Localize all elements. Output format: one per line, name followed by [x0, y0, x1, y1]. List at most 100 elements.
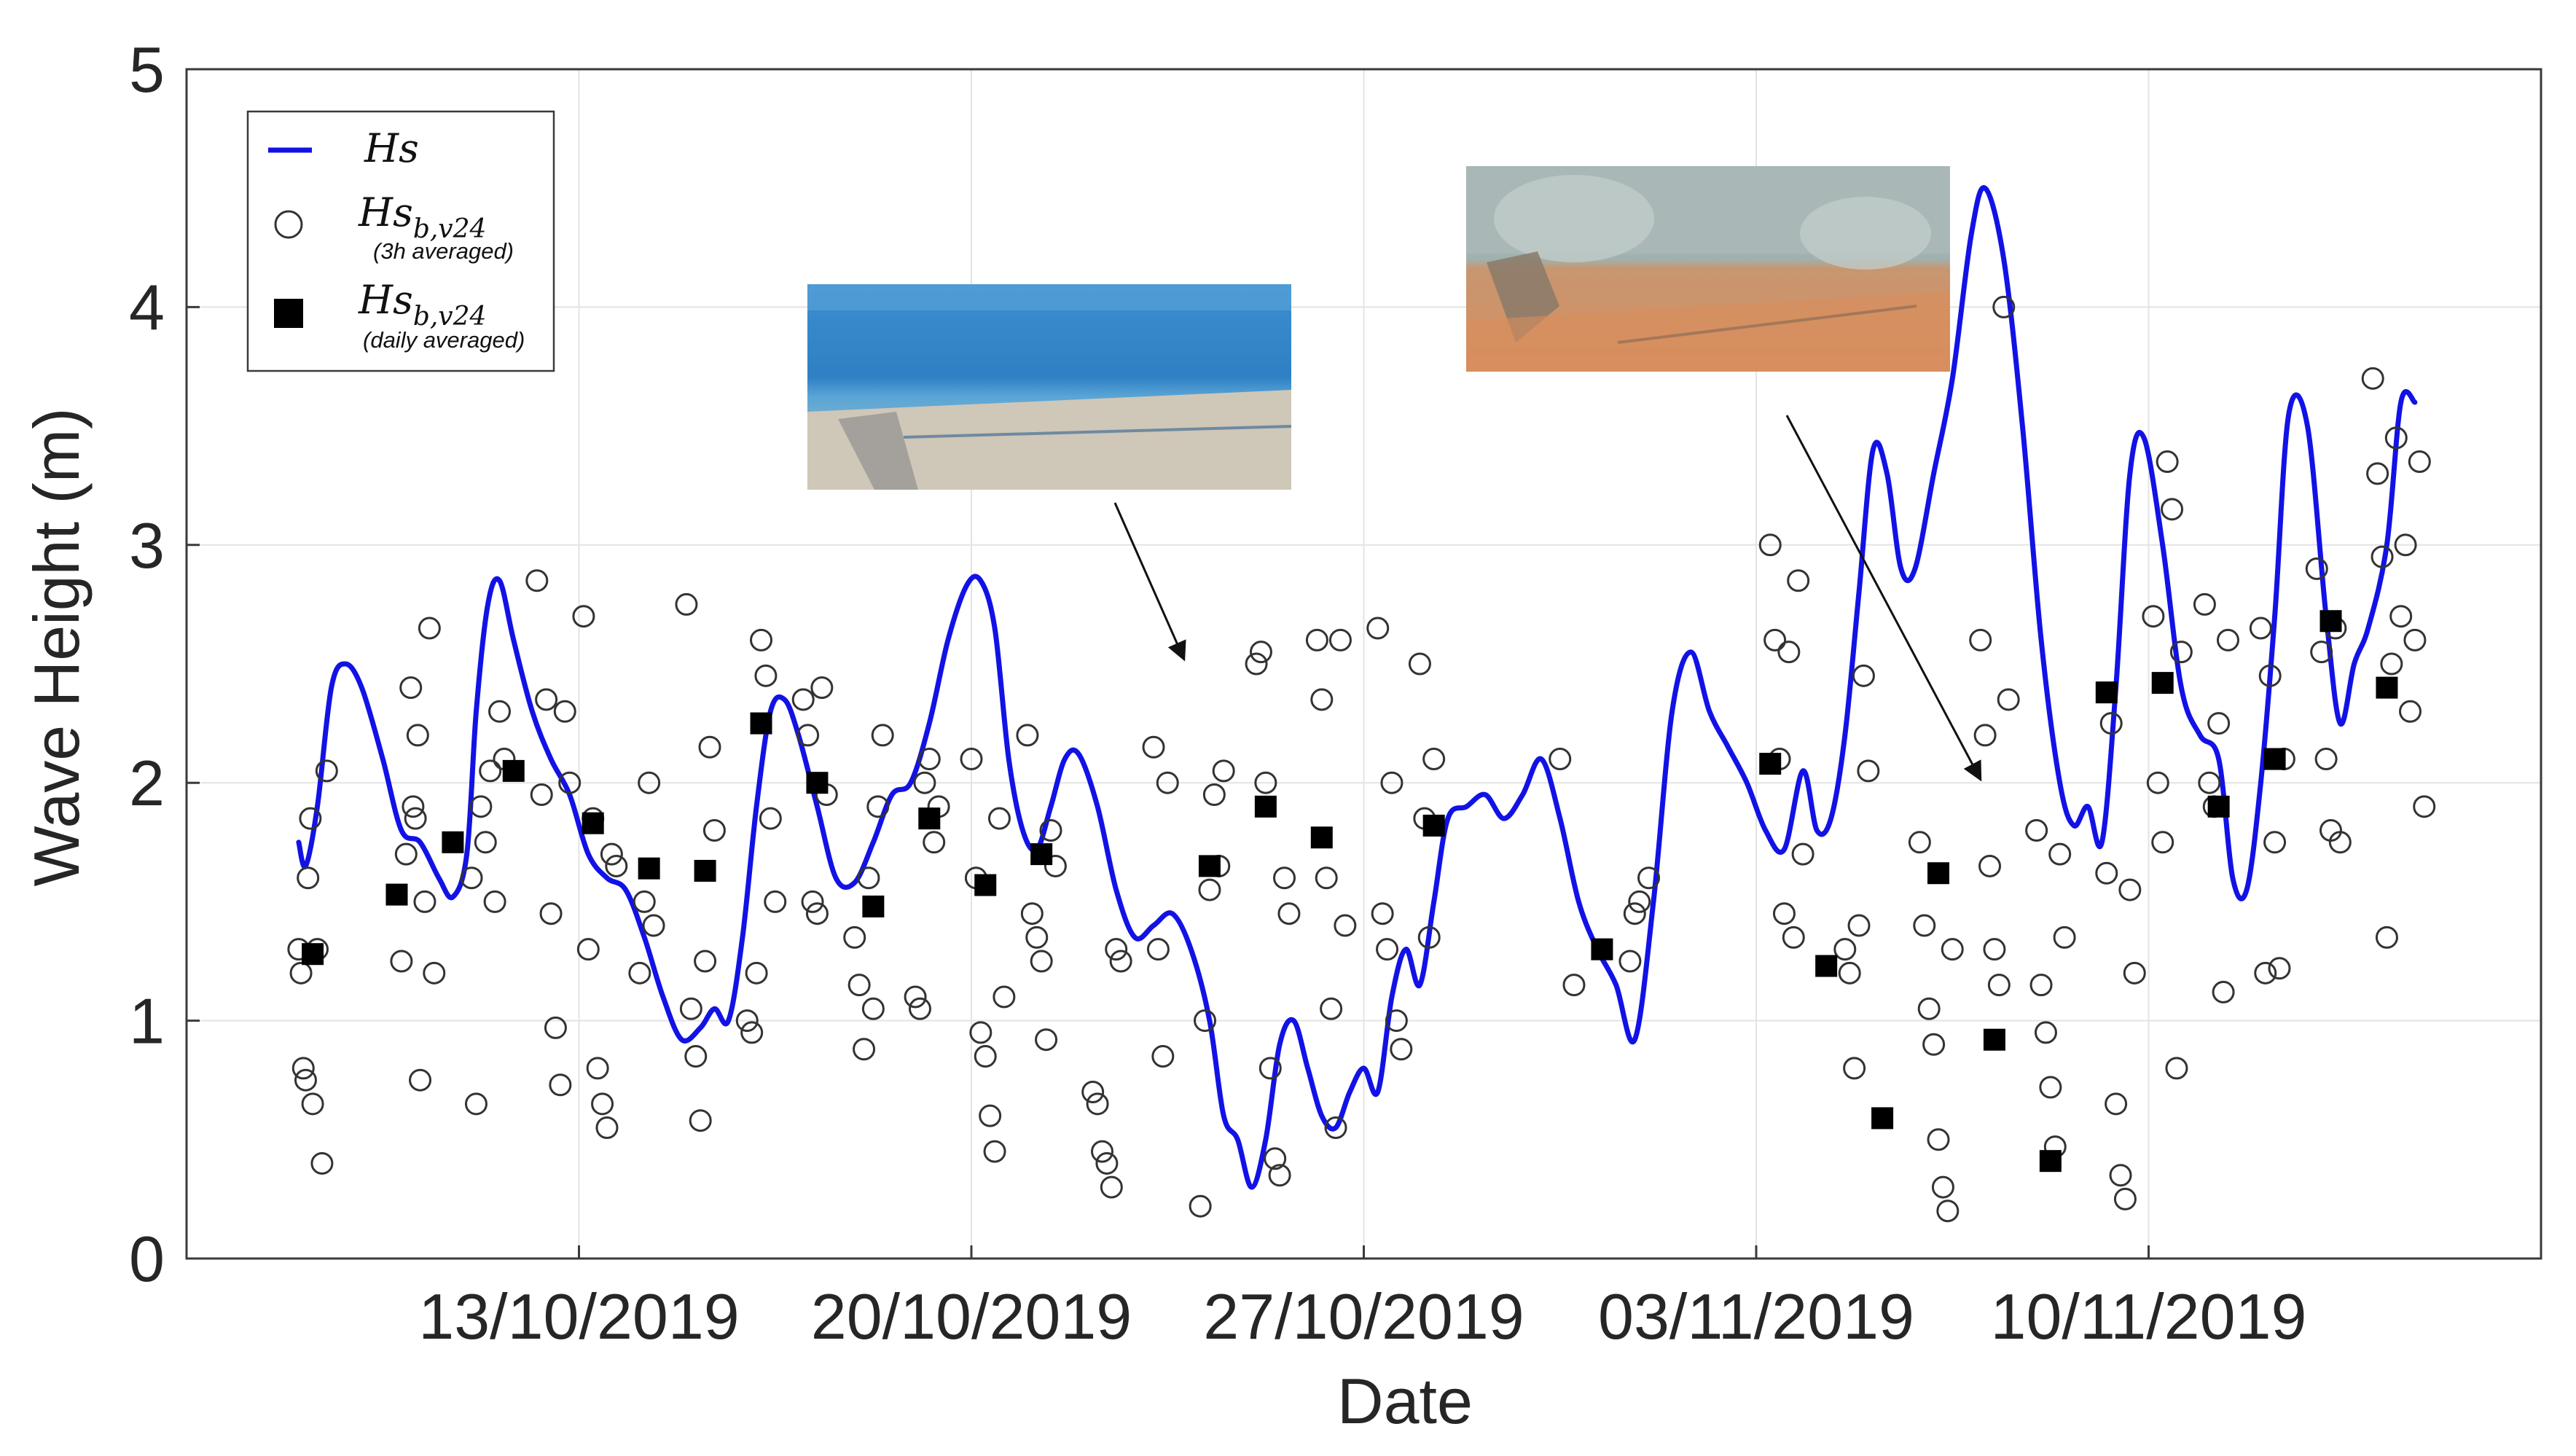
hs-3h-point	[1941, 938, 1964, 961]
hs-daily-point	[2095, 681, 2118, 704]
hs-3h-point	[1992, 295, 2016, 318]
hs-3h-point	[853, 1038, 876, 1061]
hs-3h-point	[1245, 652, 1268, 676]
hs-3h-point	[871, 724, 894, 747]
hs-3h-point	[702, 818, 726, 842]
y-tick-label: 2	[129, 747, 165, 819]
hs-3h-point	[2389, 605, 2413, 628]
hs-3h-point	[464, 1092, 488, 1116]
hs-3h-point	[1791, 842, 1814, 866]
hs-daily-point	[502, 759, 525, 782]
hs-daily-point	[582, 812, 604, 834]
hs-3h-point	[2034, 1021, 2057, 1044]
hs-3h-point	[2310, 641, 2333, 664]
hs-3h-point	[483, 890, 506, 913]
hs-3h-point	[1838, 961, 1861, 985]
legend-daily-main: Hs	[358, 277, 413, 323]
hs-3h-point	[488, 700, 512, 723]
hs-3h-point	[1637, 866, 1661, 890]
hs-3h-point	[2165, 1057, 2188, 1080]
legend-3h-main: Hs	[358, 189, 413, 235]
hs-3h-point	[544, 1016, 567, 1039]
legend-daily-note: (daily averaged)	[363, 327, 525, 353]
hs-3h-point	[904, 985, 927, 1009]
hs-3h-point	[469, 795, 493, 818]
legend-hs-label: Hs	[364, 125, 419, 171]
hs-3h-point	[679, 997, 702, 1020]
hs-daily-point	[1983, 1028, 2005, 1051]
arrow-storm	[1785, 415, 1982, 782]
hs-3h-point	[530, 783, 553, 807]
hs-3h-point	[2314, 748, 2338, 771]
hs-3h-point	[1277, 902, 1301, 925]
hs-3h-point	[1334, 914, 1357, 937]
hs-3h-point	[2212, 980, 2235, 1003]
hs-3h-point	[2029, 974, 2053, 997]
legend: Hs Hsb,v24 (3h averaged) Hsb,v24 (daily …	[246, 110, 555, 372]
hs-3h-point	[2142, 605, 2165, 628]
hs-daily-point	[2376, 676, 2398, 699]
hs-3h-point	[1151, 1045, 1175, 1068]
hs-daily-point	[302, 943, 324, 966]
hs-daily-point	[974, 874, 997, 896]
hs-3h-point	[2394, 533, 2417, 557]
hs-3h-point	[2375, 925, 2398, 949]
hs-3h-point	[591, 1092, 614, 1116]
hs-3h-point	[2193, 592, 2216, 616]
hs-3h-point	[791, 688, 815, 711]
hs-3h-point	[390, 950, 413, 973]
y-tick-label: 1	[129, 985, 165, 1057]
hs-3h-point	[586, 1057, 609, 1080]
hs-3h-point	[1366, 617, 1390, 640]
hs-3h-point	[675, 592, 698, 616]
hs-3h-point	[866, 795, 890, 818]
hs-daily-point	[694, 859, 716, 882]
hs-3h-point	[1324, 1116, 1347, 1139]
hs-daily-point	[1030, 843, 1053, 866]
hs-3h-point	[1035, 1028, 1058, 1052]
hs-daily-point	[750, 712, 772, 735]
hs-3h-point	[1997, 688, 2020, 711]
hs-3h-point	[2151, 831, 2174, 854]
hs-3h-point	[1782, 925, 1805, 949]
hs-3h-point	[2268, 957, 2291, 980]
hs-3h-point	[2146, 771, 2169, 794]
hs-3h-point	[2123, 961, 2146, 985]
hs-3h-point	[423, 961, 446, 985]
hs-3h-point	[418, 617, 441, 640]
hs-3h-point	[2161, 498, 2184, 521]
hs-3h-point	[1268, 1164, 1291, 1187]
hs-3h-point	[861, 997, 885, 1020]
x-tick-label: 13/10/2019	[418, 1280, 739, 1353]
hs-3h-point	[2099, 712, 2123, 735]
hs-3h-point	[1328, 628, 1352, 651]
hs-3h-point	[1618, 950, 1642, 973]
hs-3h-point	[1390, 1038, 1413, 1061]
hs-daily-point	[1310, 826, 1333, 849]
hs-3h-point	[2380, 652, 2403, 676]
hs-3h-point	[1385, 1009, 1408, 1033]
hs-3h-point	[291, 1057, 315, 1080]
hs-3h-point	[553, 700, 576, 723]
hs-3h-point	[847, 974, 871, 997]
hs-3h-point	[801, 890, 824, 913]
hs-3h-point	[698, 735, 721, 759]
hs-3h-point	[2249, 617, 2272, 640]
x-axis-ticks: 13/10/2019 20/10/2019 27/10/2019 03/11/2019…	[418, 1245, 2306, 1353]
hs-3h-point	[1305, 628, 1328, 651]
hs-3h-point	[399, 676, 423, 700]
hs-3h-point	[605, 854, 628, 877]
hs-3h-point	[810, 676, 834, 700]
hs-3h-point	[2361, 367, 2384, 390]
hs-3h-point	[2113, 1187, 2137, 1210]
hs-3h-point	[409, 1068, 432, 1092]
hs-daily-point	[2263, 748, 2286, 770]
hs-3h-point	[1777, 641, 1801, 664]
hs-3h-point	[1016, 724, 1039, 747]
x-axis-title: Date	[1337, 1365, 1473, 1437]
hs-3h-point	[576, 938, 600, 961]
hs-3h-point	[1936, 1199, 1960, 1223]
hs-3h-point	[2053, 925, 2076, 949]
hs-3h-point	[1417, 925, 1441, 949]
